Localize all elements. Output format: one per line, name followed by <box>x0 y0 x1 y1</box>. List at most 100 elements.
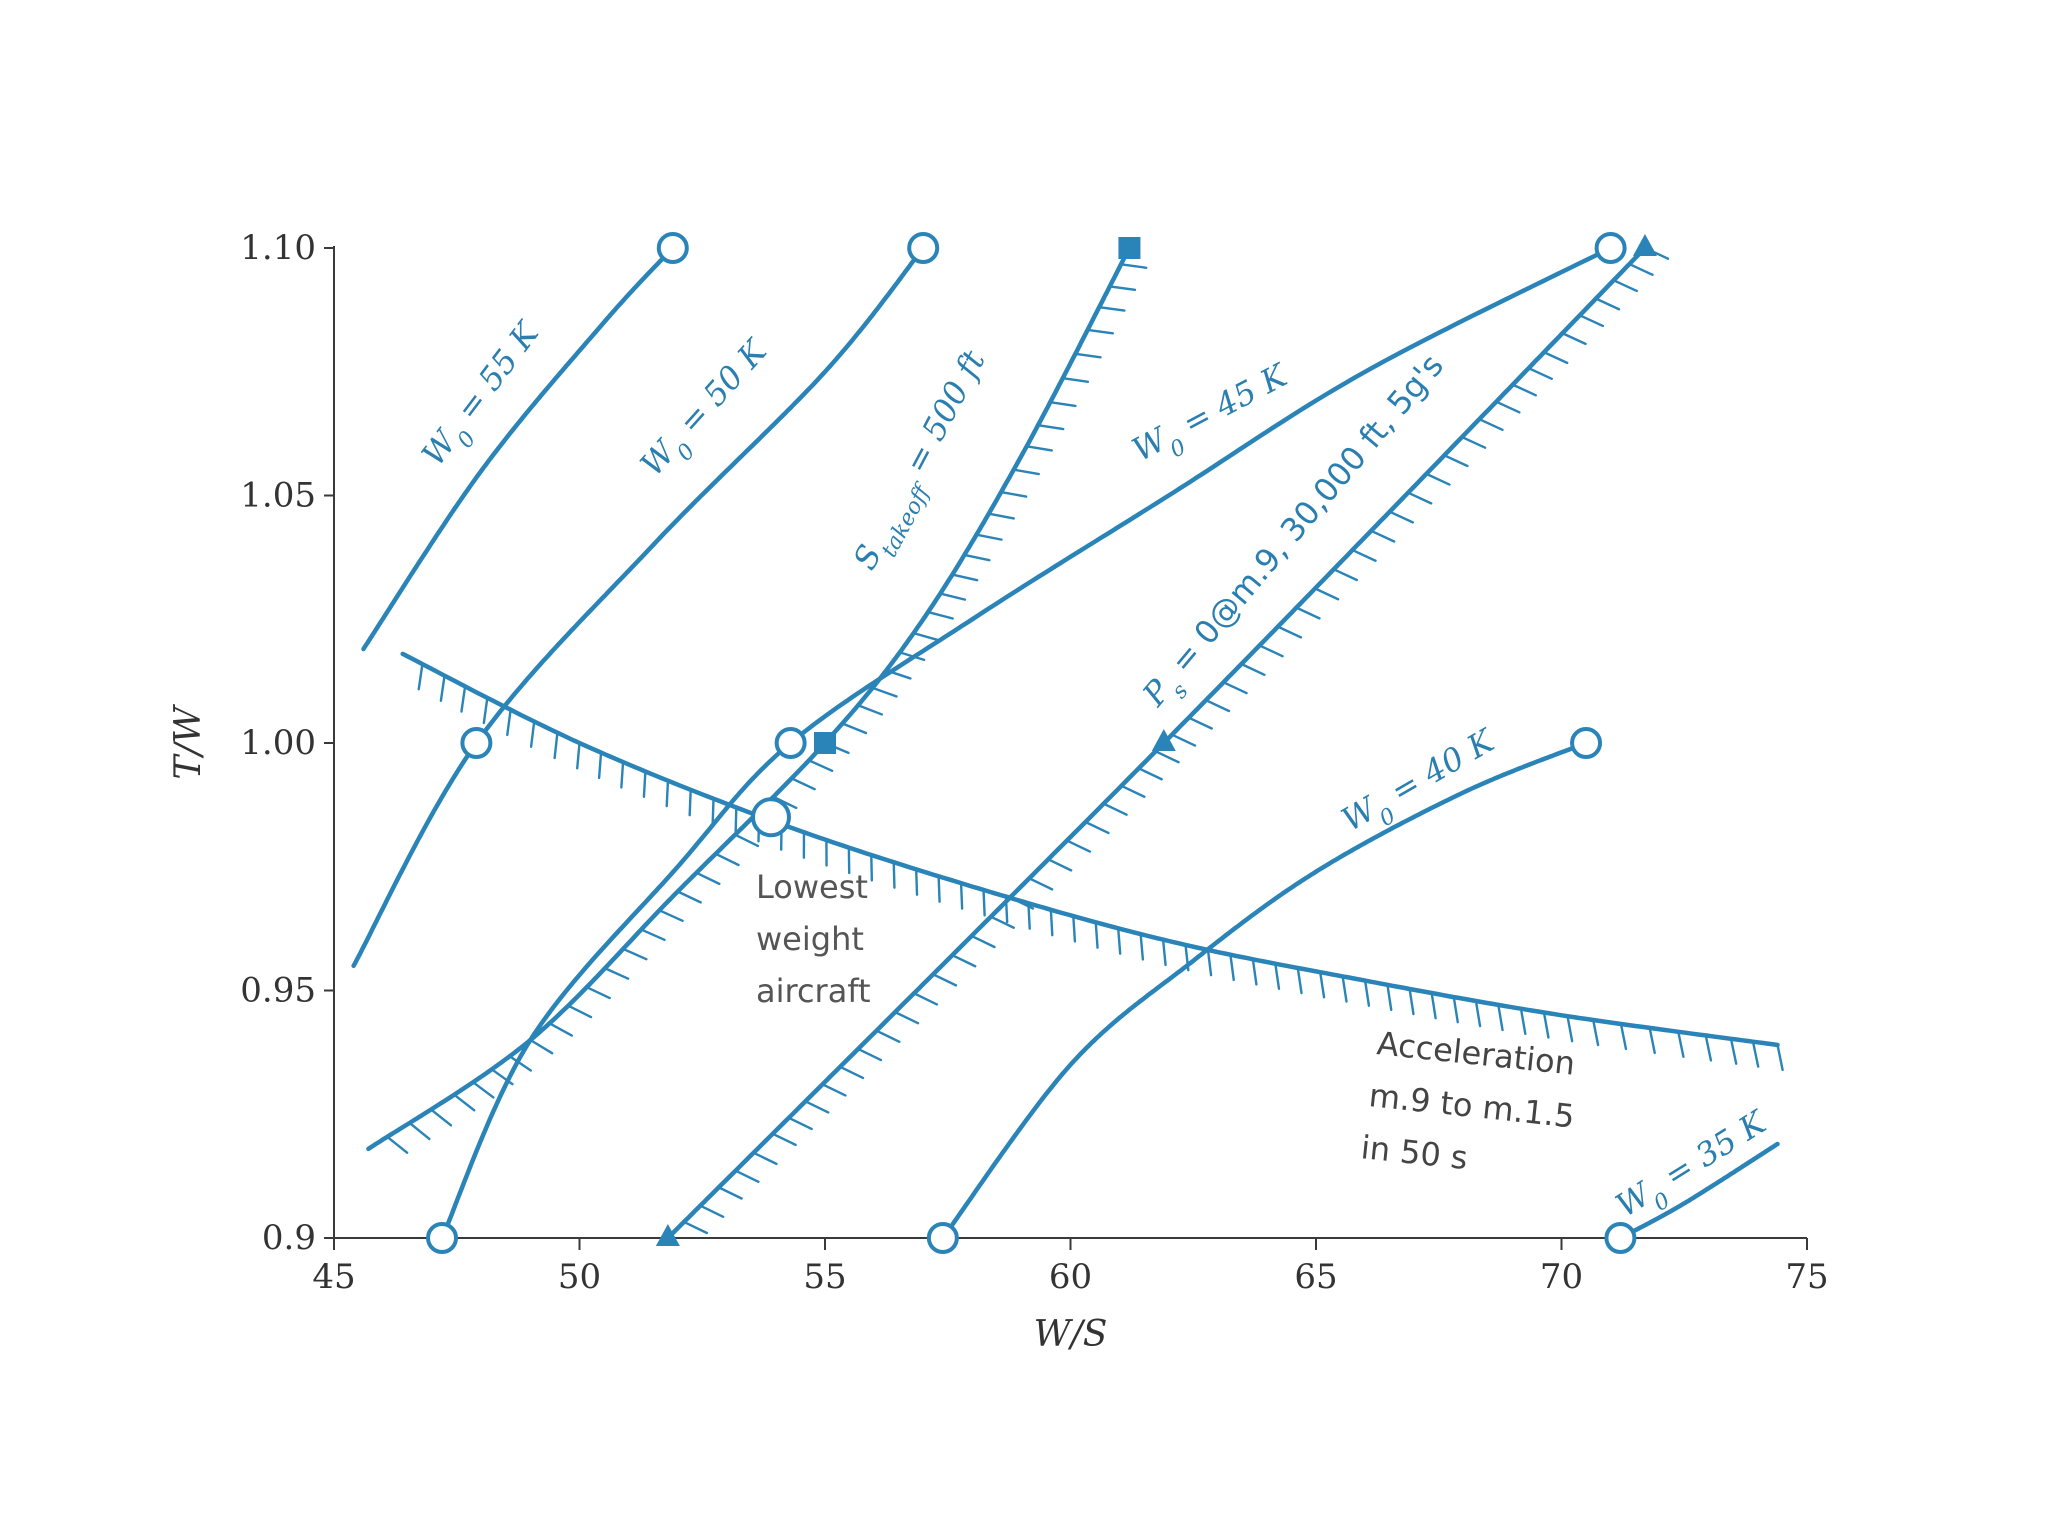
hatch-mark <box>939 592 967 601</box>
hatch-mark <box>714 852 740 867</box>
acceleration-label-line: in 50 s <box>1359 1128 1469 1177</box>
hatch-mark <box>1206 948 1213 977</box>
hatch-mark <box>682 1220 709 1235</box>
hatch-mark <box>1495 400 1521 414</box>
hatch-mark <box>620 760 625 789</box>
hatch-mark <box>1561 332 1587 346</box>
curves <box>351 245 1784 1241</box>
hatch-mark <box>1408 987 1415 1016</box>
hatch-mark <box>1406 491 1433 505</box>
square-marker <box>814 732 836 754</box>
hatch-mark <box>963 553 991 562</box>
hatch-mark <box>439 674 446 703</box>
hatch-mark <box>733 833 760 848</box>
hatch-mark <box>1137 767 1163 781</box>
hatch-mark <box>1065 839 1092 853</box>
open-circle-marker <box>1604 1222 1637 1254</box>
hatch-mark <box>875 1029 901 1043</box>
hatch-mark <box>734 1169 760 1183</box>
hatch-mark <box>1341 975 1348 1003</box>
hatch-mark <box>1204 698 1231 713</box>
hatch-mark <box>821 1083 847 1097</box>
hatch-mark <box>838 1065 865 1080</box>
hatch-mark <box>1388 510 1414 524</box>
lowest-weight-label-line: weight <box>756 920 864 958</box>
hatch-mark <box>676 890 702 904</box>
hatch-mark <box>1425 472 1451 486</box>
hatch-mark <box>1542 1011 1550 1039</box>
hatch-mark <box>1497 1003 1504 1032</box>
hatch-mark <box>1578 314 1605 328</box>
hatch-mark <box>975 533 1003 541</box>
triangle-marker <box>1632 234 1657 256</box>
hatch-mark <box>1729 1037 1738 1065</box>
weight-curve <box>361 245 676 652</box>
hatch-mark <box>529 720 536 748</box>
hatch-mark <box>471 1081 495 1099</box>
y-tick-label: 1.05 <box>240 476 316 516</box>
hatch-mark <box>1369 529 1396 543</box>
hatch-mark <box>1028 877 1054 891</box>
hatch-mark <box>508 1055 533 1072</box>
hatch-mark <box>1098 305 1126 312</box>
hatch-mark <box>642 770 647 799</box>
label-w0-50k: W0 = 50 K <box>633 331 783 490</box>
triangle-marker <box>655 1224 680 1246</box>
hatch-mark <box>1612 279 1638 293</box>
hatch-mark <box>892 861 896 889</box>
label-w0-45k: W0 = 45 K <box>1126 355 1300 478</box>
hatch-mark <box>1119 263 1148 269</box>
hatch-mark <box>1274 962 1281 991</box>
constraint-curve <box>400 651 1780 1048</box>
y-tick-label: 1.10 <box>240 228 316 268</box>
hatch-mark <box>529 1038 554 1055</box>
hatch-mark <box>597 751 603 780</box>
hatch-mark <box>640 928 666 942</box>
hatch-mark <box>1094 921 1099 949</box>
hatch-mark <box>506 708 512 737</box>
open-circle-marker <box>907 232 940 264</box>
hatch-mark <box>937 875 941 903</box>
open-circle-marker <box>926 1222 959 1254</box>
hatch-mark <box>1443 454 1469 468</box>
hatch-mark <box>1086 328 1115 335</box>
hatch-mark <box>841 722 868 735</box>
triangle-marker <box>1151 729 1176 751</box>
hatch-mark <box>790 777 816 791</box>
x-tick-label: 75 <box>1785 1257 1828 1297</box>
hatch-mark <box>871 686 898 698</box>
hatch-mark <box>1027 902 1031 930</box>
hatch-mark <box>1072 914 1077 943</box>
hatch-mark <box>926 610 954 620</box>
hatch-mark <box>1240 662 1266 676</box>
hatch-mark <box>1319 970 1326 999</box>
hatch-mark <box>1139 932 1145 961</box>
hatch-mark <box>1084 820 1110 835</box>
weight-curve <box>940 740 1589 1241</box>
hatch-mark <box>1154 750 1180 764</box>
hatch-mark <box>1108 285 1137 292</box>
hatch-mark <box>1460 435 1487 449</box>
hatch-mark <box>1170 733 1197 747</box>
markers <box>426 232 1657 1254</box>
hatch-mark <box>1313 587 1340 601</box>
open-circle-marker <box>460 727 493 759</box>
hatch-mark <box>856 704 884 716</box>
hatch-mark <box>999 490 1028 498</box>
hatch-mark <box>752 1151 778 1166</box>
hatch-mark <box>621 947 648 961</box>
x-tick-label: 60 <box>1049 1257 1092 1297</box>
hatch-mark <box>1049 400 1077 408</box>
label-s-takeoff: Stakeoff = 500 ft <box>846 344 1003 581</box>
hatch-mark <box>804 1100 830 1114</box>
hatch-mark <box>989 915 1015 929</box>
hatch-mark <box>898 651 926 662</box>
hatch-mark <box>1519 1007 1527 1035</box>
label-w0-55k: W0 = 55 K <box>414 313 556 479</box>
hatch-mark <box>688 788 692 817</box>
hatch-mark <box>1258 644 1284 658</box>
label-ps-constraint: Ps = 0@m.9, 30,000 ft, 5g's <box>1134 347 1459 721</box>
lowest-weight-label-line: aircraft <box>756 972 871 1010</box>
hatch-mark <box>1594 297 1621 311</box>
hatch-mark <box>912 631 940 642</box>
